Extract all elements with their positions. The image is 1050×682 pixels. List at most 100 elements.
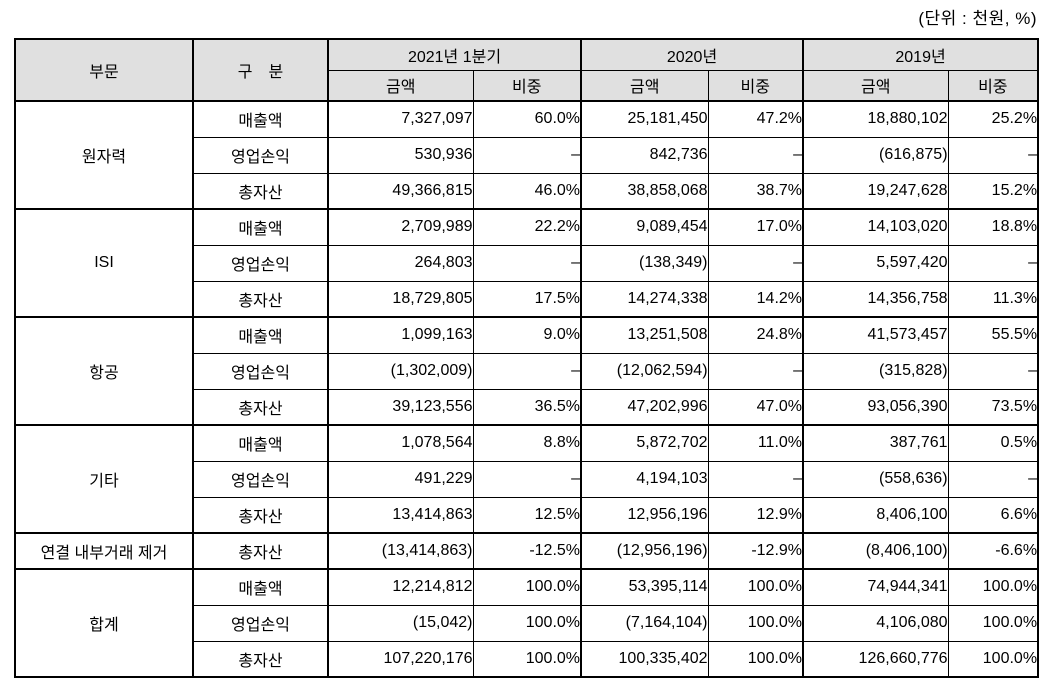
amount-cell: 5,597,420 bbox=[802, 244, 949, 282]
amount-cell: 49,366,815 bbox=[327, 172, 474, 210]
amount-cell: (12,062,594) bbox=[580, 352, 709, 390]
header-amount: 금액 bbox=[327, 69, 474, 102]
amount-cell: 47,202,996 bbox=[580, 388, 709, 426]
ratio-cell: 100.0% bbox=[947, 568, 1039, 606]
ratio-cell: – bbox=[472, 244, 583, 282]
amount-cell: 74,944,341 bbox=[802, 568, 949, 606]
category-cell: 영업손익 bbox=[192, 460, 329, 498]
ratio-cell: – bbox=[947, 244, 1039, 282]
amount-cell: 18,880,102 bbox=[802, 100, 949, 138]
ratio-cell: – bbox=[947, 136, 1039, 174]
table-row: 연결 내부거래 제거 총자산 (13,414,863) -12.5% (12,956,1… bbox=[14, 532, 1039, 570]
ratio-cell: 100.0% bbox=[472, 640, 583, 678]
ratio-cell: 100.0% bbox=[472, 604, 583, 642]
amount-cell: 1,078,564 bbox=[327, 424, 474, 462]
ratio-cell: 38.7% bbox=[707, 172, 805, 210]
ratio-cell: 18.8% bbox=[947, 208, 1039, 246]
table-row: 합계 매출액 12,214,812 100.0% 53,395,114 100.0% 74,… bbox=[14, 568, 1039, 678]
amount-cell: (13,414,863) bbox=[327, 532, 474, 570]
category-cell: 총자산 bbox=[192, 532, 329, 570]
division-cell: 기타 bbox=[14, 424, 194, 534]
table-row: 기타 매출액 1,078,564 8.8% 5,872,702 11.0% 387,761 0… bbox=[14, 424, 1039, 534]
amount-cell: 13,414,863 bbox=[327, 496, 474, 534]
ratio-cell: 9.0% bbox=[472, 316, 583, 354]
header-amount: 금액 bbox=[580, 69, 709, 102]
amount-cell: (1,302,009) bbox=[327, 352, 474, 390]
amount-cell: 14,274,338 bbox=[580, 280, 709, 318]
category-cell: 매출액 bbox=[192, 568, 329, 606]
amount-cell: (616,875) bbox=[802, 136, 949, 174]
ratio-cell: 47.2% bbox=[707, 100, 805, 138]
ratio-cell: 100.0% bbox=[707, 568, 805, 606]
amount-cell: 41,573,457 bbox=[802, 316, 949, 354]
ratio-cell: – bbox=[472, 352, 583, 390]
ratio-cell: 36.5% bbox=[472, 388, 583, 426]
amount-cell: 7,327,097 bbox=[327, 100, 474, 138]
amount-cell: (138,349) bbox=[580, 244, 709, 282]
ratio-cell: – bbox=[947, 352, 1039, 390]
ratio-cell: 100.0% bbox=[472, 568, 583, 606]
amount-cell: 12,956,196 bbox=[580, 496, 709, 534]
ratio-cell: 6.6% bbox=[947, 496, 1039, 534]
table-row: 원자력 매출액 7,327,097 60.0% 25,181,450 47.2% 18,88… bbox=[14, 100, 1039, 210]
amount-cell: 387,761 bbox=[802, 424, 949, 462]
header-period-2020: 2020년 bbox=[580, 38, 805, 71]
table-row: 영업손익 491,229–4,194,103– (558,636) – bbox=[15, 460, 1039, 498]
division-cell: 항공 bbox=[14, 316, 194, 426]
ratio-cell: 12.5% bbox=[472, 496, 583, 534]
table-row: 영업손익 530,936–842,736– (616,875) – bbox=[15, 136, 1039, 174]
ratio-cell: 25.2% bbox=[947, 100, 1039, 138]
category-cell: 총자산 bbox=[192, 172, 329, 210]
ratio-cell: – bbox=[472, 460, 583, 498]
amount-cell: (315,828) bbox=[802, 352, 949, 390]
ratio-cell: 24.8% bbox=[707, 316, 805, 354]
header-period-2019: 2019년 bbox=[802, 38, 1039, 71]
ratio-cell: 73.5% bbox=[947, 388, 1039, 426]
table-row: ISI 매출액 2,709,989 22.2% 9,089,454 17.0% 14,103… bbox=[14, 208, 1039, 318]
category-cell: 매출액 bbox=[192, 424, 329, 462]
amount-cell: 5,872,702 bbox=[580, 424, 709, 462]
amount-cell: 93,056,390 bbox=[802, 388, 949, 426]
amount-cell: 9,089,454 bbox=[580, 208, 709, 246]
amount-cell: 530,936 bbox=[327, 136, 474, 174]
category-cell: 영업손익 bbox=[192, 352, 329, 390]
amount-cell: 842,736 bbox=[580, 136, 709, 174]
division-cell: 연결 내부거래 제거 bbox=[14, 532, 194, 570]
table-header: 부문 구 분 2021년 1분기 2020년 2019년 금액 비중 금액 비중… bbox=[14, 38, 1039, 102]
amount-cell: 14,103,020 bbox=[802, 208, 949, 246]
category-cell: 총자산 bbox=[192, 496, 329, 534]
amount-cell: 491,229 bbox=[327, 460, 474, 498]
ratio-cell: 100.0% bbox=[707, 604, 805, 642]
amount-cell: 126,660,776 bbox=[802, 640, 949, 678]
table-row: 총자산 107,220,176 100.0% 100,335,402 100.0% 126… bbox=[15, 640, 1039, 678]
table-row: 영업손익 264,803– (138,349) –5,597,420– bbox=[15, 244, 1039, 282]
segment-financials-table: 부문 구 분 2021년 1분기 2020년 2019년 금액 비중 금액 비중… bbox=[14, 38, 1040, 678]
ratio-cell: 11.3% bbox=[947, 280, 1039, 318]
ratio-cell: – bbox=[947, 460, 1039, 498]
amount-cell: 4,194,103 bbox=[580, 460, 709, 498]
ratio-cell: 15.2% bbox=[947, 172, 1039, 210]
category-cell: 영업손익 bbox=[192, 604, 329, 642]
amount-cell: (15,042) bbox=[327, 604, 474, 642]
ratio-cell: 0.5% bbox=[947, 424, 1039, 462]
category-cell: 총자산 bbox=[192, 280, 329, 318]
ratio-cell: 46.0% bbox=[472, 172, 583, 210]
ratio-cell: – bbox=[472, 136, 583, 174]
category-cell: 영업손익 bbox=[192, 244, 329, 282]
ratio-cell: 17.5% bbox=[472, 280, 583, 318]
amount-cell: (7,164,104) bbox=[580, 604, 709, 642]
table-body: 원자력 매출액 7,327,097 60.0% 25,181,450 47.2% 18,88… bbox=[14, 100, 1039, 678]
division-cell: ISI bbox=[14, 208, 194, 318]
amount-cell: (8,406,100) bbox=[802, 532, 949, 570]
ratio-cell: 100.0% bbox=[707, 640, 805, 678]
ratio-cell: -12.5% bbox=[472, 532, 583, 570]
ratio-cell: 11.0% bbox=[707, 424, 805, 462]
amount-cell: 264,803 bbox=[327, 244, 474, 282]
category-cell: 매출액 bbox=[192, 316, 329, 354]
ratio-cell: 100.0% bbox=[947, 640, 1039, 678]
unit-label: (단위 : 천원, %) bbox=[918, 9, 1037, 28]
category-cell: 총자산 bbox=[192, 640, 329, 678]
ratio-cell: -12.9% bbox=[707, 532, 805, 570]
header-ratio: 비중 bbox=[707, 69, 805, 102]
amount-cell: 12,214,812 bbox=[327, 568, 474, 606]
